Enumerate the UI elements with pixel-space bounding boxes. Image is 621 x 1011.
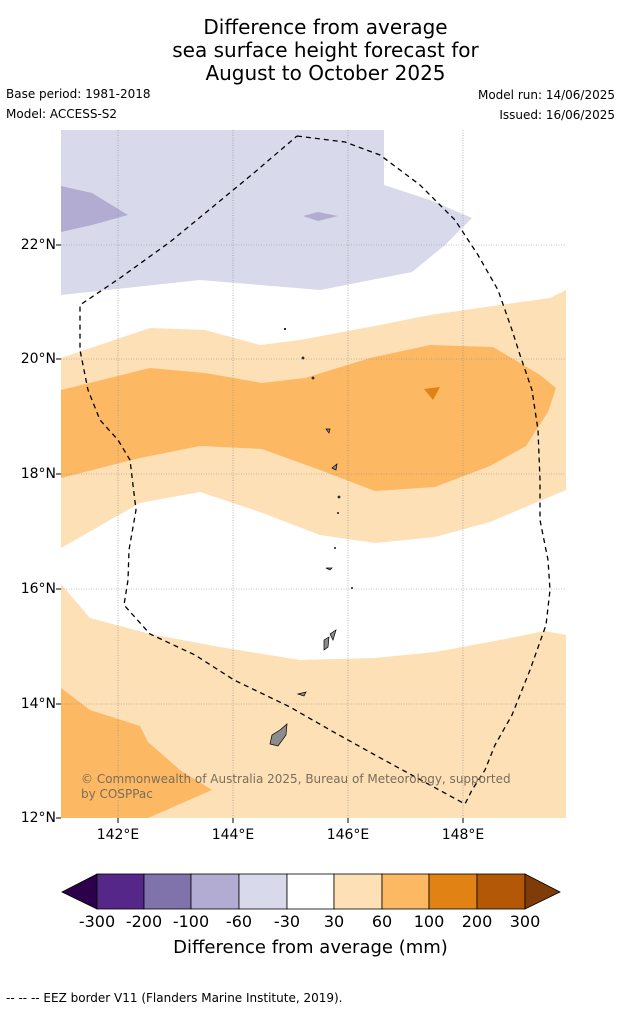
anomaly-region-neg-mid-east <box>303 212 338 221</box>
colorbar-swatch-7 <box>381 873 430 910</box>
gridlines <box>61 130 566 818</box>
eez-legend: -- -- -- EEZ border V11 (Flanders Marine… <box>6 991 343 1005</box>
colorbar-label: Difference from average (mm) <box>173 937 448 958</box>
island-agrihan <box>325 428 331 434</box>
colorbar <box>61 873 561 910</box>
colorbar-tick-6: 30 <box>323 912 345 931</box>
colorbar-swatch-1 <box>96 873 145 910</box>
lat-label-12n: 12°N <box>20 810 56 826</box>
colorbar-tick-8: 100 <box>413 912 445 931</box>
colorbar-swatch-2 <box>143 873 192 910</box>
island-uracas <box>301 356 305 360</box>
model-name: Model: ACCESS-S2 <box>6 107 118 121</box>
colorbar-tick-5: -30 <box>273 912 301 931</box>
anomaly-region-neg-mid-west <box>61 186 128 232</box>
anomaly-region-neg-light <box>61 130 472 295</box>
title-line-3: August to October 2025 <box>205 61 446 85</box>
anomaly-region-pos-high <box>424 387 440 400</box>
anomaly-region-pos-mid <box>61 345 556 491</box>
lat-label-14n: 14°N <box>20 696 56 712</box>
colorbar-tick-10: 300 <box>509 912 541 931</box>
island-small-n <box>283 327 287 331</box>
island-maug <box>311 376 315 380</box>
colorbar-swatch-3 <box>190 873 240 910</box>
island-asuncion <box>337 495 341 499</box>
lon-label-142e: 142°E <box>96 827 140 843</box>
lat-label-18n: 18°N <box>20 466 56 482</box>
title-line-1: Difference from average <box>203 15 448 39</box>
lon-label-148e: 148°E <box>441 827 485 843</box>
lon-label-146e: 146°E <box>326 827 370 843</box>
colorbar-tick-9: 200 <box>461 912 493 931</box>
colorbar-tick-4: -60 <box>225 912 253 931</box>
lat-label-22n: 22°N <box>20 237 56 253</box>
island-saipan <box>329 629 337 641</box>
colorbar-swatch-6 <box>333 873 383 910</box>
island-anatahan <box>325 567 333 571</box>
colorbar-swatch-9 <box>476 873 526 910</box>
colorbar-tick-3: -100 <box>172 912 210 931</box>
island-small-c <box>351 587 353 589</box>
colorbar-swatch-8 <box>428 873 478 910</box>
colorbar-swatch-4 <box>238 873 288 910</box>
island-tinian <box>323 636 330 651</box>
lon-label-144e: 144°E <box>211 827 255 843</box>
axis-ticks <box>56 244 464 823</box>
islands <box>269 327 353 747</box>
colorbar-extend-high <box>524 873 561 910</box>
anomaly-region-pos-mid-south <box>61 688 212 818</box>
chart-title: Difference from average sea surface heig… <box>0 16 621 85</box>
island-guam <box>269 723 288 747</box>
island-small-a <box>337 512 339 514</box>
lat-label-16n: 16°N <box>20 581 56 597</box>
title-line-2: sea surface height forecast for <box>172 38 479 62</box>
lat-label-20n: 20°N <box>20 351 56 367</box>
model-run: Model run: 14/06/2025 <box>477 88 615 102</box>
colorbar-extend-low <box>61 873 98 910</box>
base-period: Base period: 1981-2018 <box>6 87 151 101</box>
anomaly-region-pos-light-south <box>61 584 566 818</box>
colorbar-tick-1: -300 <box>78 912 116 931</box>
map-credit: © Commonwealth of Australia 2025, Bureau… <box>81 772 511 801</box>
island-rota <box>296 691 307 697</box>
issued-date: Issued: 16/06/2025 <box>499 108 615 122</box>
colorbar-tick-7: 60 <box>371 912 393 931</box>
island-small-b <box>334 547 336 549</box>
colorbar-tick-2: -200 <box>125 912 163 931</box>
colorbar-swatch-5 <box>286 873 335 910</box>
island-pagan <box>331 463 338 471</box>
